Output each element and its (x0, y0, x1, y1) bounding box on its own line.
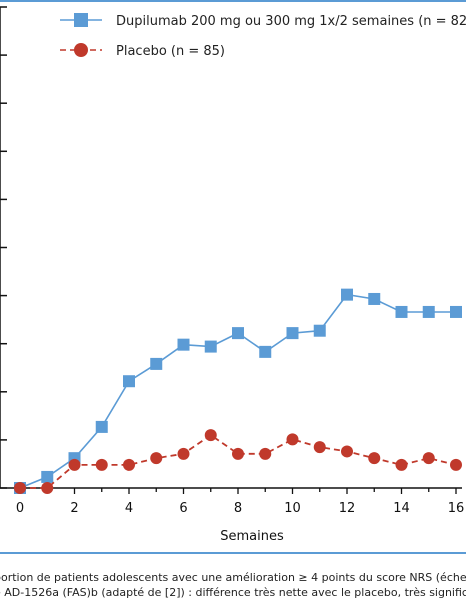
x-tick-label: 14 (393, 501, 410, 516)
x-tick-label: 8 (234, 501, 242, 516)
series-line-2 (20, 434, 457, 489)
series-2-point (95, 458, 108, 471)
x-tick-label: 0 (16, 501, 24, 516)
series-1-point (177, 338, 190, 351)
legend-marker-circle (74, 43, 88, 57)
series-2-point (123, 458, 135, 471)
series-2-point (395, 458, 408, 471)
series-1-point (259, 345, 272, 358)
series-2-point (232, 447, 244, 460)
series-1-point (422, 305, 435, 318)
series-1-point (232, 327, 244, 340)
legend-label-2: Placebo (n = 85) (116, 44, 225, 59)
series-2-point (68, 458, 81, 471)
series-2-point (150, 452, 163, 465)
series-1-point (41, 470, 54, 483)
legend-label-1: Dupilumab 200 mg ou 300 mg 1x/2 semaines… (116, 14, 466, 29)
legend: Dupilumab 200 mg ou 300 mg 1x/2 semaines… (60, 13, 466, 59)
series-1-point (450, 305, 462, 318)
x-tick-label: 6 (179, 501, 187, 516)
x-tick-label: 12 (339, 501, 356, 516)
series-2-point (313, 441, 326, 454)
series-2-point (422, 452, 435, 465)
series-2-point (450, 458, 462, 471)
series-2-point (259, 447, 272, 460)
series-2-point (286, 433, 299, 446)
bottom-rule (0, 552, 466, 554)
series-1-point (123, 375, 135, 388)
caption-line-2: e AD-1526a (FAS)b (adapté de [2]) : diff… (0, 586, 466, 599)
line-chart: Dupilumab 200 mg ou 300 mg 1x/2 semaines… (0, 6, 466, 544)
axes: 0 2 4 6 8 10 12 14 16 (0, 6, 465, 516)
x-tick-label: 16 (448, 501, 465, 516)
series-1-point (341, 288, 353, 301)
series-1-point (368, 292, 381, 305)
caption-line-1: portion de patients adolescents avec une… (0, 571, 466, 584)
x-tick-label: 4 (125, 501, 133, 516)
series-1-point (95, 420, 108, 433)
x-tick-label: 10 (284, 501, 301, 516)
series-1-point (286, 327, 299, 340)
series-2-point (204, 429, 217, 442)
x-axis-title: Semaines (220, 529, 284, 544)
figure-caption: portion de patients adolescents avec une… (0, 570, 466, 600)
series-1-point (395, 305, 408, 318)
series-1-point (204, 340, 217, 353)
top-rule (0, 0, 466, 2)
series-2-point (368, 452, 381, 465)
series-2-point (177, 447, 190, 460)
series-2-point (14, 482, 26, 494)
x-tick-label: 2 (70, 501, 78, 516)
series-1-point (150, 357, 163, 370)
series-1-point (313, 324, 326, 337)
series-layer (14, 288, 462, 494)
series-2-point (341, 445, 353, 458)
series-2-point (41, 482, 54, 494)
legend-marker-square (74, 13, 88, 27)
